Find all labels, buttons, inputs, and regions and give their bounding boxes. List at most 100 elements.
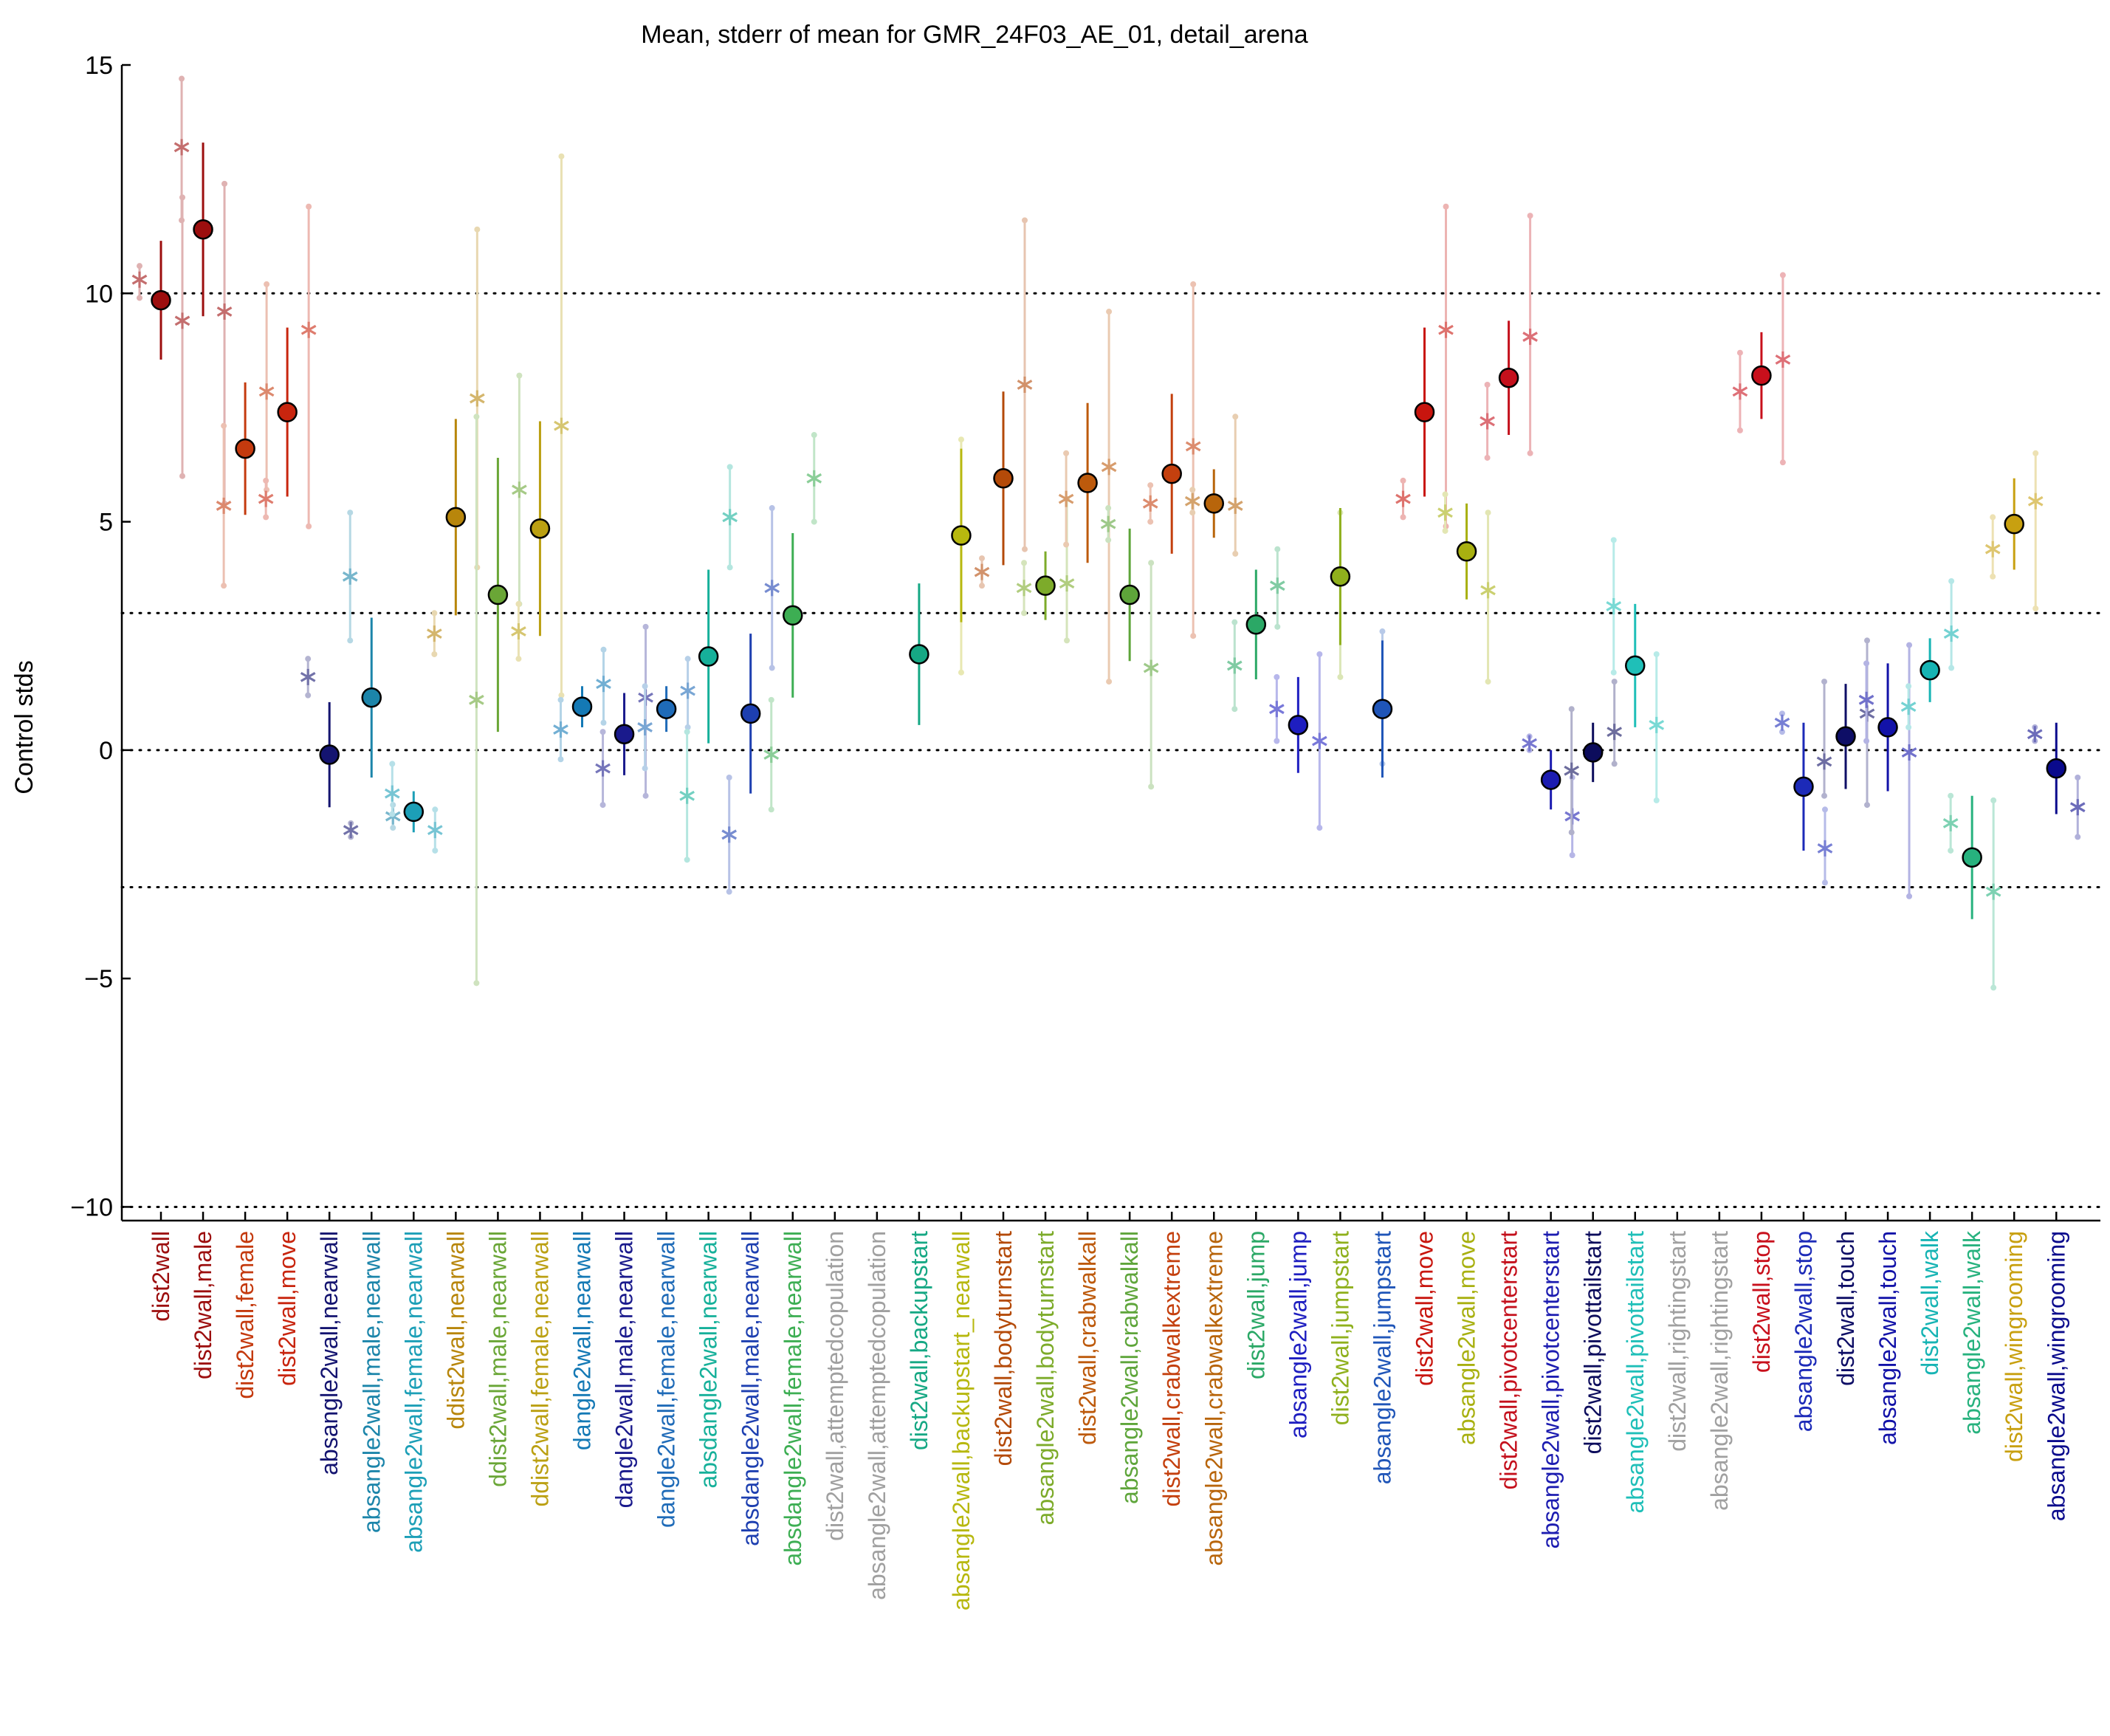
sub-error-cap	[263, 477, 269, 484]
sub-mean-star-stroke	[553, 724, 568, 735]
sub-mean-star-stroke	[1227, 501, 1243, 511]
x-tick-label: dist2wall,move	[274, 1231, 300, 1386]
sub-error-cap	[1863, 660, 1870, 667]
sub-mean-star	[763, 747, 780, 764]
mean-marker	[1540, 769, 1561, 790]
sub-error-cap	[1400, 477, 1406, 484]
sub-mean-star-stroke	[1101, 462, 1117, 473]
mean-marker	[193, 219, 213, 240]
x-tick-label: dist2wall	[148, 1231, 174, 1322]
sub-error-cap	[1105, 505, 1112, 512]
sub-mean-star	[553, 721, 568, 738]
sub-mean-star-stroke	[596, 679, 611, 690]
sub-error-cap	[1063, 541, 1070, 548]
sub-error-cap	[431, 610, 438, 617]
sub-mean-star-stroke	[637, 722, 653, 733]
sub-mean-star	[1312, 733, 1327, 749]
y-tick-label: 10	[85, 280, 113, 308]
mean-marker	[740, 703, 761, 724]
x-tick-label: dist2wall,jump	[1243, 1231, 1269, 1379]
sub-mean-star-stroke	[1564, 765, 1580, 776]
sub-error-cap	[221, 180, 228, 187]
sub-mean-star-stroke	[342, 571, 358, 582]
sub-error-cap	[390, 825, 396, 831]
sub-error-cap	[1232, 550, 1239, 557]
sub-mean-star-stroke	[1606, 601, 1622, 611]
sub-mean-star-stroke	[470, 393, 485, 404]
sub-mean-star-stroke	[1184, 495, 1200, 507]
x-tick-label: dist2wall,crabwalkextreme	[1158, 1231, 1185, 1506]
sub-mean-star	[173, 139, 190, 156]
mean-marker	[1877, 717, 1898, 738]
sub-error-cap	[1274, 673, 1280, 680]
sub-error-cap	[558, 692, 565, 699]
sub-error-cap	[1948, 847, 1954, 854]
sub-error-cap	[179, 217, 185, 224]
y-tick-label: 0	[99, 737, 113, 765]
sub-error-cap	[515, 600, 522, 607]
mean-marker	[529, 518, 551, 539]
sub-mean-star-stroke	[1816, 756, 1832, 767]
sub-error-cap	[516, 372, 523, 379]
x-tick-label: ddist2wall,male,nearwall	[484, 1231, 511, 1487]
sub-mean-star	[1900, 699, 1917, 716]
sub-error-cap	[642, 683, 648, 690]
sub-error-cap	[1569, 852, 1575, 859]
sub-error-cap	[1821, 806, 1828, 813]
sub-mean-star	[384, 785, 400, 802]
sub-mean-star-stroke	[1943, 628, 1959, 639]
sub-mean-star	[1606, 598, 1622, 615]
sub-mean-star-stroke	[1522, 738, 1537, 749]
y-tick-label: 15	[85, 52, 113, 80]
sub-mean-star-stroke	[343, 825, 359, 836]
sub-error-cap	[684, 857, 690, 863]
sub-mean-star-stroke	[1016, 583, 1032, 594]
x-tick-label: ddist2wall,nearwall	[442, 1231, 469, 1430]
sub-mean-star	[1522, 329, 1538, 346]
sub-error-cap	[1863, 738, 1870, 744]
sub-mean-star-stroke	[131, 274, 148, 285]
mean-marker	[1835, 726, 1856, 747]
sub-error-cap	[1442, 527, 1449, 534]
sub-error-cap	[1568, 706, 1575, 713]
x-tick-label: dist2wall,backupstart	[906, 1231, 932, 1450]
x-tick-label: absangle2wall,walk	[1959, 1230, 1985, 1435]
sub-mean-star	[1438, 321, 1454, 338]
sub-error-cap	[473, 414, 480, 420]
sub-error-cap	[1990, 797, 1997, 803]
mean-marker	[1414, 402, 1435, 422]
x-tick-label: absangle2wall,attemptedcopulation	[864, 1231, 890, 1600]
sub-mean-star-stroke	[1058, 493, 1074, 504]
sub-mean-star-stroke	[806, 473, 822, 484]
sub-error-cap	[1779, 272, 1786, 278]
sub-error-cap	[432, 847, 439, 854]
mean-marker	[1035, 575, 1056, 596]
sub-error-cap	[1022, 217, 1028, 224]
sub-error-cap	[684, 656, 691, 662]
sub-mean-star	[427, 625, 442, 642]
sub-mean-star	[1269, 577, 1285, 594]
x-tick-label: dist2wall,wingrooming	[2001, 1231, 2027, 1462]
sub-error-cap	[473, 980, 480, 987]
x-tick-label: absangle2wall,jump	[1285, 1231, 1311, 1438]
sub-mean-star	[1775, 351, 1791, 368]
sub-error-cap	[768, 696, 774, 703]
sub-mean-star-stroke	[1395, 493, 1411, 504]
sub-error-cap	[811, 518, 817, 525]
sub-mean-star	[722, 509, 738, 526]
sub-error-cap	[1736, 427, 1743, 433]
sub-error-cap	[137, 263, 142, 270]
sub-error-cap	[1653, 797, 1660, 803]
sub-mean-star	[1901, 744, 1917, 761]
sub-error-cap	[221, 422, 227, 429]
sub-mean-star	[764, 580, 780, 597]
sub-error-cap	[1105, 537, 1112, 543]
x-tick-label: dist2wall,attemptedcopulation	[822, 1231, 848, 1541]
sub-mean-star	[1142, 495, 1158, 512]
sub-error-cap	[811, 432, 817, 439]
sub-mean-star	[1058, 490, 1074, 507]
mean-marker	[151, 289, 171, 311]
sub-mean-star	[1227, 497, 1243, 514]
